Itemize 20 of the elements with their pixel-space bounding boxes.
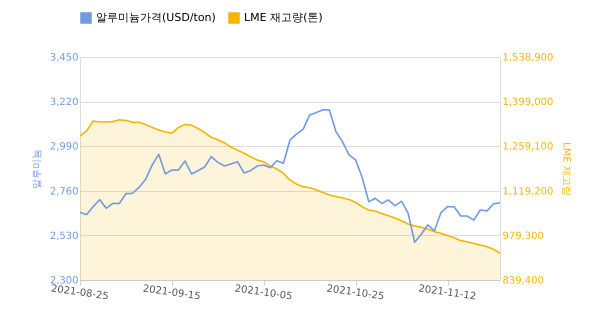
y2-tick-label: 1,259,100	[502, 142, 554, 153]
y-tick-label: 2,760	[50, 186, 78, 198]
legend-label: LME 재고량(톤)	[244, 11, 323, 24]
y-axis-title: 알루미늄	[32, 149, 43, 189]
y2-tick-label: 839,400	[502, 276, 544, 286]
line-series	[80, 108, 500, 244]
y-tick-label: 2,530	[50, 230, 78, 242]
y-tick-label: 3,450	[50, 52, 78, 64]
legend-label: 알루미늄가격(USD/ton)	[96, 11, 216, 24]
x-tick-label: 2021-09-15	[142, 283, 202, 302]
y-tick-label: 3,220	[50, 97, 78, 108]
x-tick-label: 2021-10-05	[234, 283, 294, 302]
y2-tick-label: 1,119,200	[502, 186, 554, 198]
y2-tick-label: 1,538,900	[502, 52, 554, 64]
x-tick-label: 2021-10-25	[326, 283, 385, 302]
y2-tick-label: 979,300	[502, 230, 544, 242]
y2-axis-title: LME 재고량	[560, 142, 572, 196]
x-tick-label: 2021-11-12	[418, 283, 477, 302]
y-tick-label: 2,990	[50, 142, 78, 153]
y2-tick-label: 1,399,000	[502, 97, 554, 108]
